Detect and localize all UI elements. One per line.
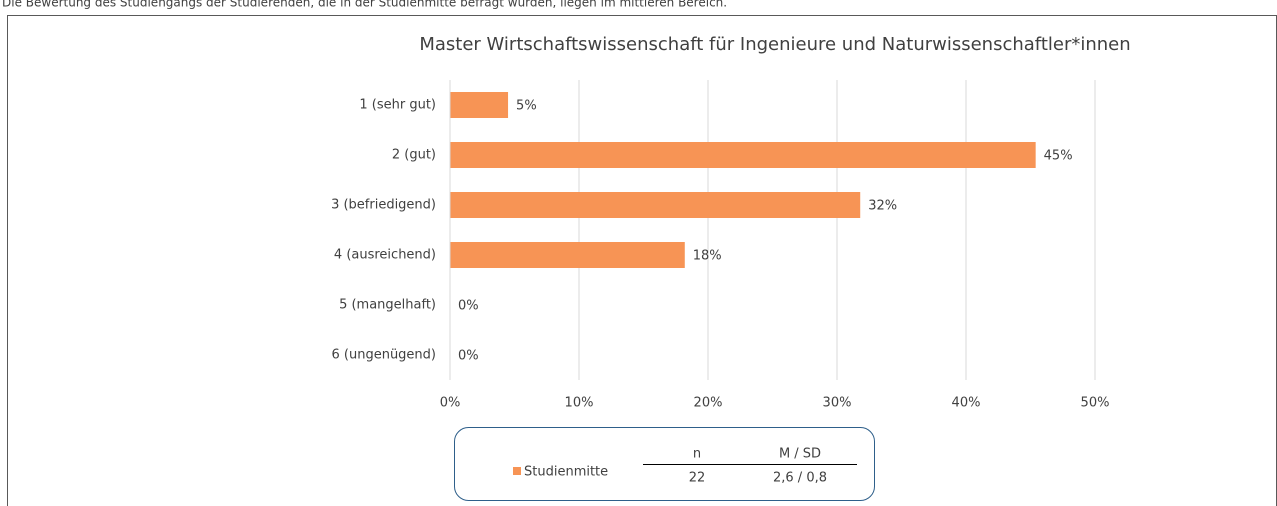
chart-title: Master Wirtschaftswissenschaft für Ingen… (419, 34, 1130, 55)
bar (450, 242, 685, 268)
x-tick-label: 40% (952, 396, 981, 411)
y-tick-label: 6 (ungenügend) (332, 348, 437, 363)
caption: Die Bewertung des Studiengangs der Studi… (2, 0, 727, 10)
y-tick-label: 2 (gut) (392, 148, 436, 163)
bar (450, 92, 509, 118)
x-tick-label: 30% (823, 396, 852, 411)
bar (450, 192, 861, 218)
y-tick-label: 5 (mangelhaft) (339, 298, 436, 313)
table-header: n (693, 447, 701, 462)
data-label: 0% (458, 299, 479, 314)
y-tick-label: 4 (ausreichend) (334, 248, 436, 263)
data-label: 18% (693, 249, 722, 264)
x-tick-label: 50% (1081, 396, 1110, 411)
y-tick-label: 1 (sehr gut) (359, 98, 436, 113)
y-tick-label: 3 (befriedigend) (331, 198, 436, 213)
legend-swatch (513, 467, 521, 475)
x-tick-label: 10% (565, 396, 594, 411)
bar (450, 142, 1036, 168)
data-label: 0% (458, 349, 479, 364)
data-label: 32% (868, 199, 897, 214)
table-cell: 22 (689, 471, 706, 486)
table-cell: 2,6 / 0,8 (773, 471, 827, 486)
legend-label: Studienmitte (524, 465, 608, 480)
x-tick-label: 0% (440, 396, 461, 411)
table-header: M / SD (779, 447, 821, 462)
x-tick-label: 20% (694, 396, 723, 411)
data-label: 5% (516, 99, 537, 114)
data-label: 45% (1044, 149, 1073, 164)
